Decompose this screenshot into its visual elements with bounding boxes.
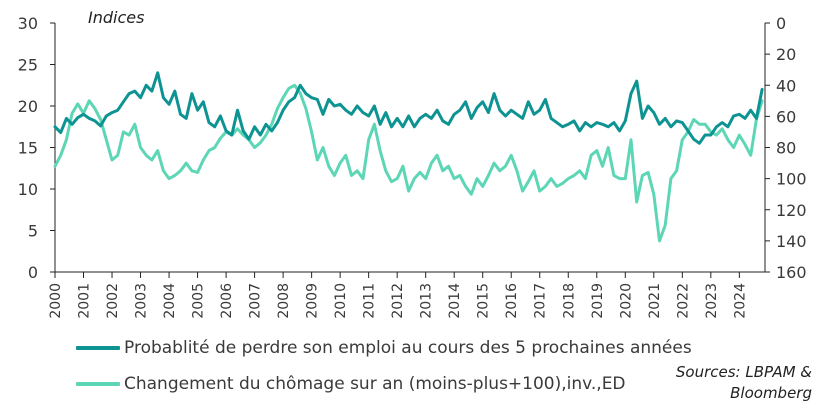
x-tick-label: 2018 xyxy=(561,283,577,319)
x-tick-label: 2013 xyxy=(419,283,435,319)
right-tick-label: 160 xyxy=(776,263,807,282)
legend-label-2: Changement du chômage sur an (moins-plus… xyxy=(124,374,626,394)
x-tick-label: 2001 xyxy=(77,283,93,319)
right-tick-label: 40 xyxy=(776,76,796,95)
legend-label-1: Probablité de perdre son emploi au cours… xyxy=(124,338,692,358)
x-tick-label: 2008 xyxy=(276,283,292,319)
legend-item-series-1: Probablité de perdre son emploi au cours… xyxy=(76,338,692,358)
right-tick-label: 120 xyxy=(776,201,807,220)
series-line-job-loss-probability xyxy=(53,71,764,145)
x-tick-label: 2005 xyxy=(191,283,207,319)
x-tick-label: 2011 xyxy=(362,283,378,319)
legend-item-series-2: Changement du chômage sur an (moins-plus… xyxy=(76,374,626,394)
left-axis-ticks: 0 5 10 15 20 25 30 xyxy=(18,14,55,282)
right-tick-label: 0 xyxy=(776,14,786,33)
legend-swatch-1 xyxy=(76,346,120,350)
x-tick-label: 2006 xyxy=(219,283,235,319)
right-tick-label: 80 xyxy=(776,139,796,158)
x-tick-label: 2015 xyxy=(476,283,492,319)
legend-swatch-2 xyxy=(76,382,120,386)
x-tick-label: 2004 xyxy=(162,283,178,319)
x-tick-label: 2002 xyxy=(105,283,121,319)
x-tick-label: 2023 xyxy=(704,283,720,319)
unit-label: Indices xyxy=(88,8,145,27)
x-tick-label: 2017 xyxy=(533,283,549,319)
left-tick-label: 10 xyxy=(18,180,38,199)
x-tick-label: 2021 xyxy=(647,283,663,319)
right-axis-ticks: 0 20 40 60 80 100 120 140 160 xyxy=(765,14,807,282)
left-tick-label: 20 xyxy=(18,97,38,116)
source-line-2: Bloomberg xyxy=(730,384,812,402)
series-line-unemployment-change xyxy=(53,83,764,243)
series-lines xyxy=(53,71,764,243)
x-tick-label: 2009 xyxy=(305,283,321,319)
right-tick-label: 100 xyxy=(776,170,807,189)
left-tick-label: 0 xyxy=(28,263,38,282)
left-tick-label: 30 xyxy=(18,14,38,33)
source-line-1: Sources: LBPAM & xyxy=(675,363,812,381)
x-tick-label: 2020 xyxy=(618,283,634,319)
x-tick-label: 2014 xyxy=(447,283,463,319)
x-tick-label: 2003 xyxy=(134,283,150,319)
x-tick-label: 2022 xyxy=(675,283,691,319)
x-tick-label: 2016 xyxy=(504,283,520,319)
right-tick-label: 60 xyxy=(776,107,796,126)
x-tick-label: 2024 xyxy=(732,283,748,319)
left-tick-label: 5 xyxy=(28,222,38,241)
x-tick-label: 2010 xyxy=(333,283,349,319)
x-tick-label: 2012 xyxy=(390,283,406,319)
x-tick-label: 2019 xyxy=(590,283,606,319)
source-note: Sources: LBPAM & Bloomberg xyxy=(676,362,812,404)
right-tick-label: 140 xyxy=(776,232,807,251)
left-tick-label: 15 xyxy=(18,139,38,158)
x-tick-label: 2007 xyxy=(248,283,264,319)
left-tick-label: 25 xyxy=(18,56,38,75)
right-tick-label: 20 xyxy=(776,45,796,64)
x-axis-ticks: 2000 2001 2002 2003 2004 2005 2006 2007 2008 2009… xyxy=(48,272,748,319)
x-tick-label: 2000 xyxy=(48,283,64,319)
